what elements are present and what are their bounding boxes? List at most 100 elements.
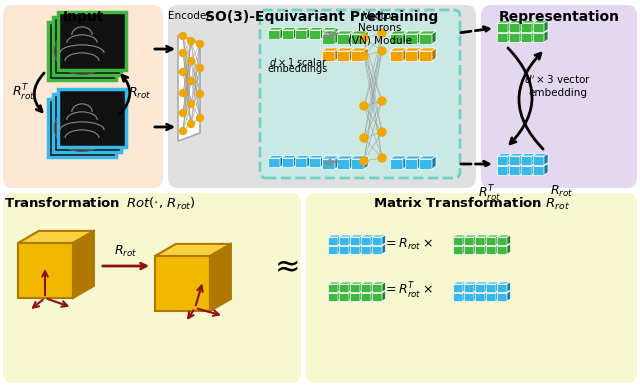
Circle shape <box>360 34 368 42</box>
Polygon shape <box>509 33 520 42</box>
Circle shape <box>196 41 204 47</box>
Polygon shape <box>497 166 508 175</box>
Polygon shape <box>485 244 488 254</box>
Polygon shape <box>486 246 496 254</box>
Polygon shape <box>521 20 536 23</box>
Polygon shape <box>497 30 512 33</box>
Text: Matrix Transformation $R_{rot}$: Matrix Transformation $R_{rot}$ <box>373 196 571 212</box>
Polygon shape <box>464 293 474 301</box>
Polygon shape <box>464 244 477 246</box>
Polygon shape <box>350 282 364 284</box>
Polygon shape <box>371 291 374 301</box>
Polygon shape <box>474 235 477 245</box>
Circle shape <box>179 127 186 134</box>
Polygon shape <box>351 51 364 61</box>
Polygon shape <box>338 235 342 245</box>
Polygon shape <box>390 31 407 34</box>
Polygon shape <box>350 237 360 245</box>
Polygon shape <box>544 30 548 42</box>
Polygon shape <box>328 284 338 292</box>
Polygon shape <box>544 20 548 32</box>
Polygon shape <box>268 30 280 39</box>
Text: Vector
Neurons
(VN) Module: Vector Neurons (VN) Module <box>348 11 412 46</box>
Polygon shape <box>390 156 407 159</box>
Polygon shape <box>337 34 349 44</box>
Polygon shape <box>328 282 342 284</box>
Polygon shape <box>308 158 321 167</box>
Polygon shape <box>361 293 371 301</box>
Polygon shape <box>349 244 353 254</box>
FancyBboxPatch shape <box>168 5 476 188</box>
Text: $d\times1$ scalar: $d\times1$ scalar <box>269 56 327 68</box>
Polygon shape <box>350 284 360 292</box>
Polygon shape <box>308 30 321 39</box>
Polygon shape <box>382 282 385 292</box>
Text: SO(3)-Equivariant Pretraining: SO(3)-Equivariant Pretraining <box>205 10 438 24</box>
Polygon shape <box>371 282 374 292</box>
Polygon shape <box>390 159 403 169</box>
Polygon shape <box>282 156 298 158</box>
Polygon shape <box>419 156 436 159</box>
Polygon shape <box>308 27 324 30</box>
Text: $R_{rot}$: $R_{rot}$ <box>115 244 138 259</box>
Circle shape <box>188 120 195 127</box>
Polygon shape <box>328 244 342 246</box>
Polygon shape <box>382 244 385 254</box>
Polygon shape <box>532 154 536 165</box>
Polygon shape <box>351 34 364 44</box>
Text: $R_{rot}$: $R_{rot}$ <box>550 184 573 199</box>
Polygon shape <box>339 246 349 254</box>
Polygon shape <box>486 284 496 292</box>
FancyBboxPatch shape <box>306 193 637 383</box>
Polygon shape <box>321 156 324 167</box>
Polygon shape <box>360 244 364 254</box>
Polygon shape <box>508 20 512 32</box>
Polygon shape <box>372 282 385 284</box>
Polygon shape <box>155 256 210 311</box>
Circle shape <box>179 90 186 96</box>
Polygon shape <box>497 20 512 23</box>
Polygon shape <box>307 156 311 167</box>
Circle shape <box>196 64 204 71</box>
Polygon shape <box>280 156 284 167</box>
Polygon shape <box>463 244 467 254</box>
Polygon shape <box>308 156 324 158</box>
Polygon shape <box>486 235 499 237</box>
Ellipse shape <box>54 104 110 152</box>
FancyBboxPatch shape <box>58 12 126 70</box>
Polygon shape <box>404 34 417 44</box>
Polygon shape <box>533 33 544 42</box>
Polygon shape <box>339 293 349 301</box>
Polygon shape <box>322 51 335 61</box>
Polygon shape <box>533 23 544 32</box>
Polygon shape <box>403 156 407 169</box>
Polygon shape <box>361 282 374 284</box>
Polygon shape <box>282 30 294 39</box>
Polygon shape <box>497 237 507 245</box>
Polygon shape <box>521 23 532 32</box>
Polygon shape <box>307 27 311 39</box>
Polygon shape <box>268 156 284 158</box>
Polygon shape <box>361 237 371 245</box>
Circle shape <box>179 68 186 76</box>
FancyBboxPatch shape <box>53 17 121 75</box>
Polygon shape <box>338 291 342 301</box>
Polygon shape <box>508 154 512 165</box>
Polygon shape <box>339 235 353 237</box>
Polygon shape <box>350 235 364 237</box>
Polygon shape <box>371 244 374 254</box>
Circle shape <box>360 157 368 165</box>
Polygon shape <box>475 244 488 246</box>
Polygon shape <box>497 164 512 166</box>
Polygon shape <box>474 291 477 301</box>
Polygon shape <box>268 158 280 167</box>
Polygon shape <box>322 156 338 158</box>
Polygon shape <box>486 244 499 246</box>
Polygon shape <box>521 166 532 175</box>
Text: $R_{rot}^T$: $R_{rot}^T$ <box>12 83 36 103</box>
Polygon shape <box>509 164 524 166</box>
Polygon shape <box>349 291 353 301</box>
Polygon shape <box>268 27 284 30</box>
Polygon shape <box>280 27 284 39</box>
Polygon shape <box>350 246 360 254</box>
